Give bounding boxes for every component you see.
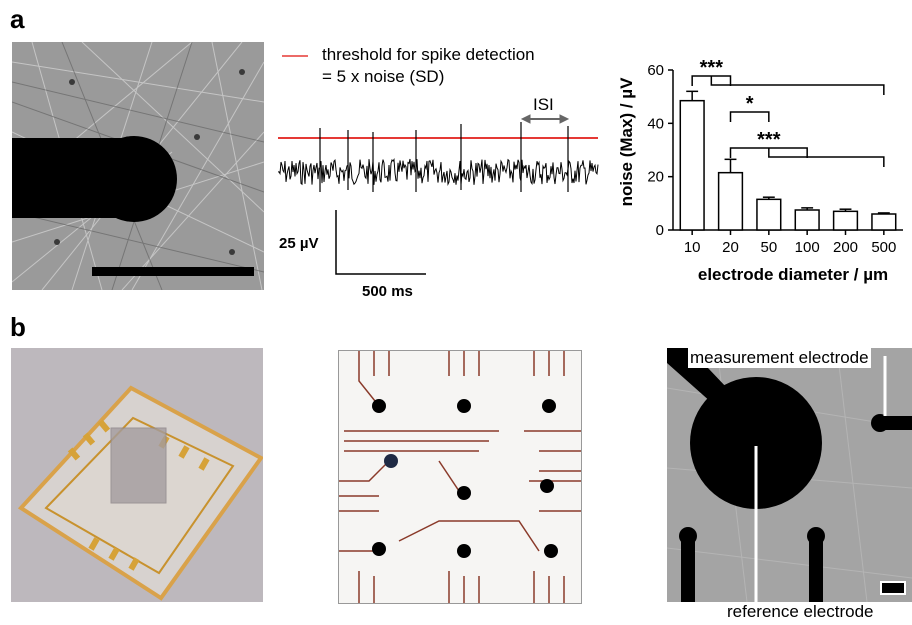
x-tick-label-500: 500 [871,239,896,256]
threshold-legend-line [282,55,308,57]
mea-layout-drawing [339,351,581,603]
y-axis-label: noise (Max) / µV [617,77,636,206]
bar-10 [679,99,705,231]
bar-100 [794,209,820,231]
micrograph-scale-bar [880,581,906,595]
x-tick-label-100: 100 [795,239,820,256]
bar-200 [832,210,859,231]
scale-bar [92,267,254,276]
bar-500 [871,213,897,231]
bar-50 [756,198,782,231]
x-tick-label-50: 50 [760,239,777,256]
scale-y-label: 25 µV [279,235,319,252]
x-tick-label-20: 20 [722,239,739,256]
reference-electrode-label: reference electrode [725,602,876,622]
scale-x-label: 500 ms [362,283,413,300]
measurement-electrode-label: measurement electrode [688,348,871,368]
significance-bracket-2 [729,111,770,122]
threshold-legend-line1: threshold for spike detection [322,45,535,64]
panel-a-label: a [10,4,25,34]
threshold-legend-line2: = 5 x noise (SD) [322,67,445,86]
highlighted-electrode [384,454,398,468]
mea-chip-photo [11,348,263,602]
y-tick-label: 40 [647,115,664,132]
significance-label-3: *** [757,129,781,151]
mea-layout-image [338,350,582,604]
significance-label-2: * [746,93,754,115]
electrode-micrograph [667,348,912,602]
neuron-micrograph [12,42,264,290]
y-tick-label: 20 [647,169,664,186]
x-tick-label-200: 200 [833,239,858,256]
isi-label: ISI [533,95,554,114]
significance-label-1: *** [700,57,724,79]
spikes [319,122,569,192]
y-tick-label: 0 [656,222,664,239]
voltage-trace [278,114,599,192]
mea-chip-image [11,348,263,602]
electrode-micrograph-image [667,348,912,602]
scale-bar-trace [335,210,426,275]
significance-bracket-3 [729,147,885,167]
trace-line [278,157,599,187]
panel-b-label: b [10,312,26,342]
bar-20 [717,171,744,231]
neuron-micrograph-image [12,42,264,290]
significance-bracket-1 [691,75,885,95]
x-axis-label: electrode diameter / µm [698,265,888,284]
x-tick-label-10: 10 [684,239,701,256]
y-tick-label: 60 [647,62,664,79]
isi-arrow [520,114,570,124]
